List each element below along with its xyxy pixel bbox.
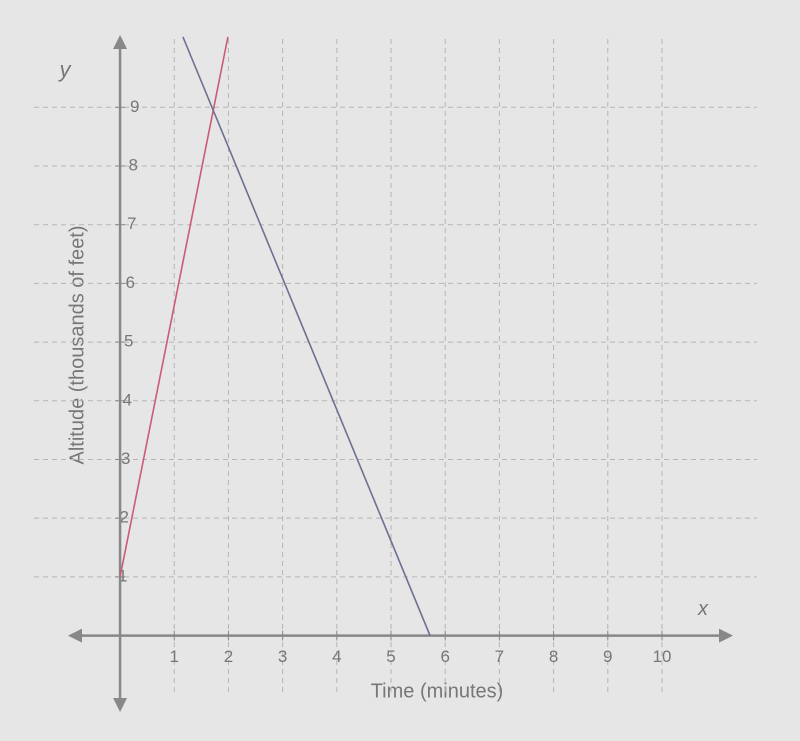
x-axis-letter: x	[697, 598, 709, 620]
arrow	[719, 628, 733, 643]
x-tick-label: 2	[224, 647, 233, 666]
y-tick-label: 1	[118, 566, 127, 585]
x-axis-label: Time (minutes)	[371, 680, 504, 702]
y-tick-label: 7	[127, 214, 136, 233]
y-tick-label: 9	[130, 97, 139, 116]
arrow	[68, 628, 82, 643]
x-tick-label: 9	[603, 647, 612, 666]
x-tick-label: 8	[549, 647, 558, 666]
y-tick-label: 8	[129, 155, 138, 174]
x-tick-label: 6	[440, 647, 449, 666]
y-tick-label: 2	[120, 508, 129, 527]
x-tick-label: 4	[332, 647, 341, 666]
arrow	[113, 35, 128, 49]
y-tick-label: 4	[123, 390, 132, 409]
y-tick-label: 3	[121, 449, 130, 468]
arrow	[113, 698, 128, 712]
y-axis-label: Altitude (thousands of feet)	[66, 225, 88, 464]
y-axis-letter: y	[58, 57, 73, 82]
x-tick-label: 1	[170, 647, 179, 666]
data-line	[182, 36, 431, 636]
x-tick-label: 3	[278, 647, 287, 666]
x-tick-label: 5	[386, 647, 395, 666]
y-tick-label: 6	[126, 273, 135, 292]
data-line	[119, 36, 229, 578]
x-tick-label: 10	[653, 647, 672, 666]
y-tick-label: 5	[124, 332, 133, 351]
x-tick-label: 7	[495, 647, 504, 666]
